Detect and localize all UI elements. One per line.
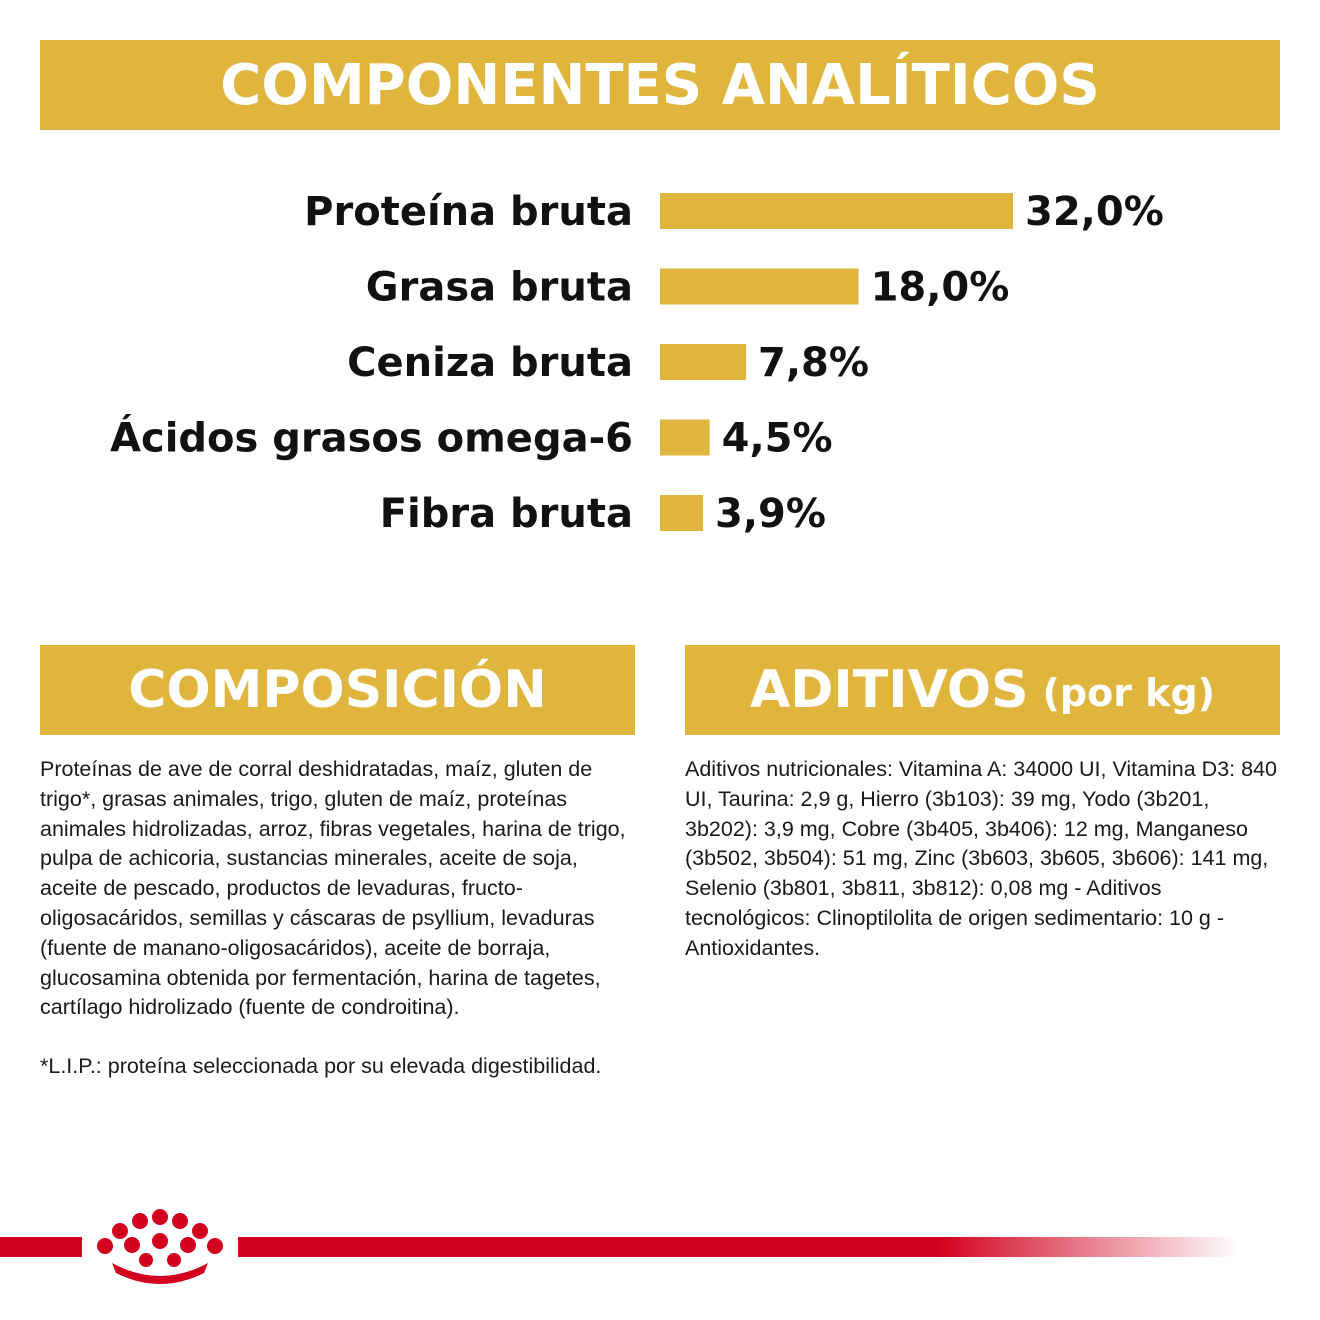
bar [660,419,710,456]
category-label: Ácidos grasos omega-6 [110,414,633,462]
category-label: Proteína bruta [304,189,633,235]
additives-title: ADITIVOS [749,660,1029,720]
additives-title-suffix: (por kg) [1042,671,1216,715]
value-label: 32,0% [1025,189,1164,235]
value-label: 3,9% [715,491,826,537]
bar [660,193,1013,229]
royal-canin-crown-icon [97,1209,223,1284]
additives-text: Aditivos nutricionales: Vitamina A: 3400… [685,757,1277,960]
analytical-components-chart: Proteína bruta 32,0% Grasa bruta 18,0% Ceniz… [110,189,1164,537]
composition-footnote: *L.I.P.: proteína seleccionada por su el… [40,1054,602,1078]
bar [660,268,859,305]
brand-line-right [238,1237,1238,1257]
value-label: 7,8% [758,340,869,386]
composition-banner: COMPOSICIÓN [40,645,635,735]
brand-line-left [0,1237,82,1257]
bar [660,344,747,380]
composition-title: COMPOSICIÓN [128,660,547,720]
category-label: Fibra bruta [380,491,633,537]
category-label: Grasa bruta [366,265,633,311]
analytical-components-title: COMPONENTES ANALÍTICOS [220,52,1100,118]
bar [660,495,704,531]
value-label: 4,5% [722,416,833,462]
value-label: 18,0% [871,265,1010,311]
category-label: Ceniza bruta [347,340,633,386]
composition-text: Proteínas de ave de corral deshidratadas… [40,757,626,1020]
analytical-components-banner: COMPONENTES ANALÍTICOS [40,40,1280,130]
additives-banner: ADITIVOS (por kg) [685,645,1280,735]
